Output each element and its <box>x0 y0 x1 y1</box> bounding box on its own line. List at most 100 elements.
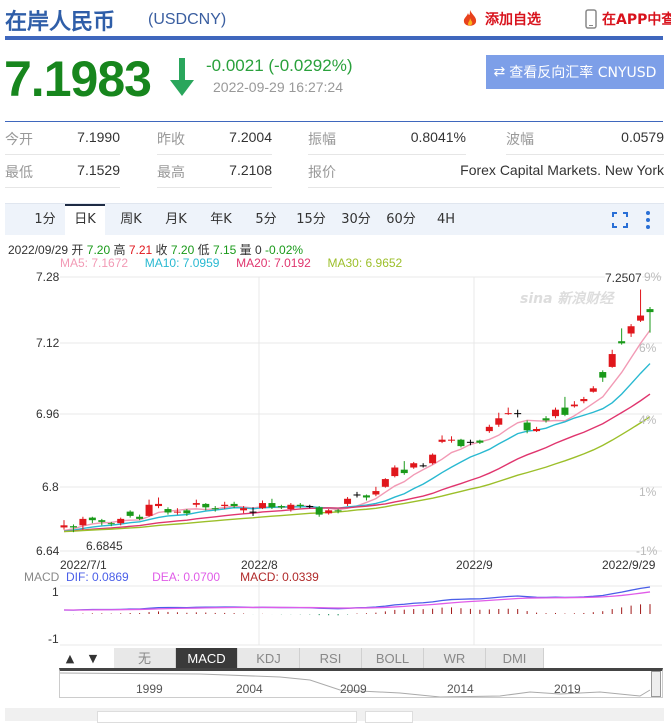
stat-value: 7.1990 <box>77 129 120 145</box>
fullscreen-icon[interactable] <box>612 212 628 228</box>
stat-value: 7.1529 <box>77 162 120 178</box>
candle-body <box>136 516 144 519</box>
reverse-rate-label: 查看反向汇率 CNYUSD <box>509 65 657 81</box>
dif-line <box>63 586 651 611</box>
stat-label: 报价 <box>308 165 336 181</box>
candle-body <box>495 418 503 425</box>
candle-body <box>599 372 607 378</box>
tab-60min[interactable]: 60分 <box>386 212 416 227</box>
tab-15min[interactable]: 15分 <box>296 212 326 227</box>
candle-body <box>344 498 352 504</box>
x-tick: 2022/9 <box>456 558 493 572</box>
tab-yearly-k[interactable]: 年K <box>210 212 232 227</box>
header-divider <box>5 36 663 40</box>
view-in-app-label: 在APP中查看 <box>602 12 671 28</box>
stat-value: 7.2004 <box>229 129 272 145</box>
navigator-handle[interactable] <box>651 671 661 697</box>
tab-30min[interactable]: 30分 <box>341 212 371 227</box>
tab-daily-k[interactable]: 日K <box>65 204 105 236</box>
reverse-rate-button[interactable]: ⇄ 查看反向汇率 CNYUSD <box>486 55 664 89</box>
candle-body <box>523 422 531 431</box>
indicator-tab-macd[interactable]: MACD <box>176 648 238 669</box>
max-label: 7.2507 <box>605 271 642 285</box>
candle-body <box>126 511 134 516</box>
stat-value: 0.0579 <box>621 129 664 145</box>
candle-body <box>466 441 474 443</box>
y-tick: 6.8 <box>42 480 59 494</box>
indicator-tab-kdj[interactable]: KDJ <box>238 648 300 669</box>
indicator-tab-dmi[interactable]: DMI <box>486 648 544 669</box>
pct-tick: 9% <box>644 270 662 284</box>
tab-1min[interactable]: 1分 <box>34 212 56 227</box>
arrow-down-icon <box>170 58 194 96</box>
candle-body <box>381 479 389 487</box>
indicator-tab-boll[interactable]: BOLL <box>362 648 424 669</box>
add-watchlist-link[interactable]: 添加自选 <box>460 9 541 29</box>
candle-body <box>296 504 304 507</box>
current-price: 7.1983 <box>4 51 152 107</box>
y-tick: 7.28 <box>36 270 60 284</box>
navigator-year: 2019 <box>554 682 581 696</box>
indicator-up-button[interactable]: ▲ <box>60 648 80 669</box>
macd-y-tick: 1 <box>52 585 59 599</box>
bottom-toolbar <box>5 708 664 723</box>
indicator-down-button[interactable]: ▼ <box>83 648 103 669</box>
symbol-code: (USDCNY) <box>148 11 227 28</box>
candle-body <box>476 440 484 443</box>
candle-body <box>419 465 427 467</box>
stat-value: Forex Capital Markets. New York <box>460 162 664 178</box>
fire-icon <box>463 10 477 26</box>
indicator-tabs: 无 MACD KDJ RSI BOLL WR DMI <box>114 648 544 669</box>
navigator-year: 2014 <box>447 682 474 696</box>
view-in-app-link[interactable]: 在APP中查看 <box>585 9 671 29</box>
y-tick: 6.64 <box>36 544 60 558</box>
y-tick: 6.96 <box>36 407 60 421</box>
price-change: -0.0021 (-0.0292%) <box>206 56 353 75</box>
date-input[interactable] <box>97 711 357 723</box>
pct-tick: -1% <box>636 544 658 558</box>
more-icon[interactable] <box>645 209 651 231</box>
candle-body <box>240 508 248 511</box>
range-navigator[interactable] <box>59 668 663 698</box>
x-tick: 2022/8 <box>241 558 278 572</box>
candle-body <box>646 309 654 313</box>
tab-monthly-k[interactable]: 月K <box>165 212 187 227</box>
tab-4h[interactable]: 4H <box>436 212 456 227</box>
stat-label: 最高 <box>157 165 185 181</box>
navigator-year: 2004 <box>236 682 263 696</box>
ohlc-info: 2022/09/29 开 7.20 高 7.21 收 7.20 低 7.15 量… <box>8 243 304 257</box>
candle-body <box>618 341 626 344</box>
candle-body <box>580 399 588 402</box>
candle-body <box>533 428 541 432</box>
candle-body <box>410 463 418 468</box>
phone-icon <box>585 9 597 29</box>
candle-body <box>570 404 578 407</box>
stat-value: 0.8041% <box>410 129 466 145</box>
go-button[interactable] <box>365 711 413 723</box>
candle-body <box>69 526 77 528</box>
y-tick: 7.12 <box>36 336 60 350</box>
macd-value-label: MACD: 0.0339 <box>240 570 319 584</box>
indicator-tab-rsi[interactable]: RSI <box>300 648 362 669</box>
candle-body <box>627 326 635 334</box>
min-label: 6.6845 <box>86 539 123 553</box>
pct-tick: 1% <box>639 485 657 499</box>
candle-body <box>173 511 181 513</box>
tab-weekly-k[interactable]: 周K <box>120 212 142 227</box>
stat-label: 振幅 <box>308 132 336 148</box>
candle-body <box>457 439 465 447</box>
candle-body <box>315 507 323 515</box>
candle-body <box>287 504 295 510</box>
stat-label: 昨收 <box>157 132 185 148</box>
candle-body <box>372 491 380 495</box>
indicator-tab-none[interactable]: 无 <box>114 648 176 669</box>
tab-5min[interactable]: 5分 <box>255 212 277 227</box>
candle-body <box>258 503 266 509</box>
indicator-tab-wr[interactable]: WR <box>424 648 486 669</box>
x-tick: 2022/9/29 <box>602 558 656 572</box>
candle-body <box>504 413 512 415</box>
candle-body <box>391 467 399 477</box>
navigator-year: 1999 <box>136 682 163 696</box>
ma5-line <box>63 329 651 532</box>
